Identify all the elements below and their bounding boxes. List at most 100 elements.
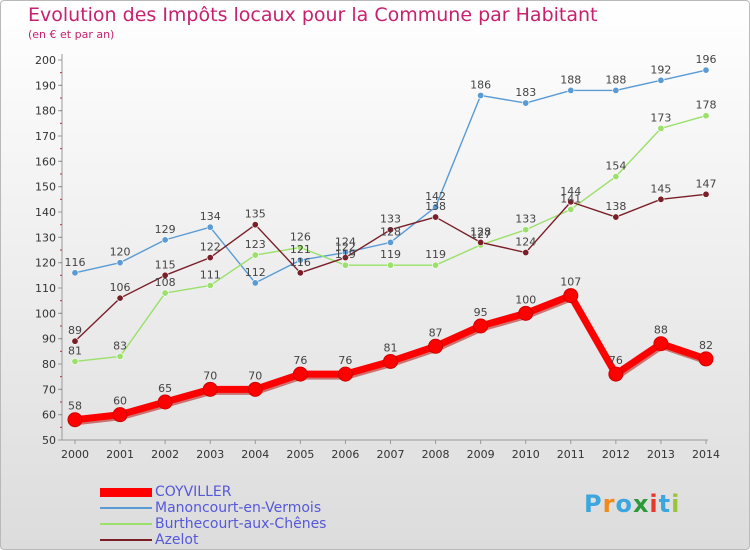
x-tick-label: 2010: [512, 448, 540, 461]
data-label: 124: [335, 236, 356, 249]
series-point: [112, 407, 128, 423]
series-point: [206, 254, 214, 262]
x-tick-label: 2005: [286, 448, 314, 461]
series-point: [608, 366, 624, 382]
data-label: 116: [290, 256, 311, 269]
data-label: 126: [290, 230, 311, 243]
data-label: 123: [245, 238, 266, 251]
x-tick-label: 2014: [692, 448, 720, 461]
logo-letter: t: [658, 490, 672, 518]
series-point: [71, 357, 79, 365]
x-tick-label: 2001: [106, 448, 134, 461]
x-tick-label: 2007: [377, 448, 405, 461]
x-tick-label: 2011: [557, 448, 585, 461]
series-point: [386, 261, 394, 269]
series-point: [296, 243, 304, 251]
data-label: 65: [158, 382, 172, 395]
data-label: 100: [515, 293, 536, 306]
legend-swatch-burthecourt: [100, 523, 152, 525]
y-tick-label: 190: [35, 79, 56, 92]
data-label: 128: [380, 225, 401, 238]
data-label: 115: [155, 258, 176, 271]
y-tick-label: 140: [35, 206, 56, 219]
data-label: 121: [290, 243, 311, 256]
series-point: [477, 238, 485, 246]
y-tick-label: 90: [42, 333, 56, 346]
data-label: 87: [429, 326, 443, 339]
logo-letter: i: [649, 490, 659, 518]
x-tick-label: 2006: [331, 448, 359, 461]
legend-label-burthecourt: Burthecourt-aux-Chênes: [155, 516, 327, 532]
series-point: [206, 281, 214, 289]
data-label: 138: [605, 200, 626, 213]
data-label: 142: [425, 190, 446, 203]
data-label: 76: [338, 354, 352, 367]
data-label: 173: [650, 111, 671, 124]
series-point: [251, 221, 259, 229]
data-label: 188: [605, 73, 626, 86]
chart-subtitle: (en € et par an): [28, 28, 115, 41]
logo-letter: P: [584, 490, 603, 518]
data-label: 141: [560, 192, 581, 205]
data-label: 112: [245, 266, 266, 279]
y-tick-label: 170: [35, 130, 56, 143]
series-point: [563, 288, 579, 304]
data-label: 128: [470, 225, 491, 238]
data-label: 135: [245, 208, 266, 221]
data-label: 81: [384, 341, 398, 354]
x-tick-label: 2008: [422, 448, 450, 461]
y-tick-label: 70: [42, 383, 56, 396]
series-point: [341, 261, 349, 269]
logo-letter: r: [602, 490, 616, 518]
x-tick-label: 2003: [196, 448, 224, 461]
logo-letter: i: [671, 490, 681, 518]
series-point: [71, 337, 79, 345]
data-label: 138: [425, 200, 446, 213]
series-point: [251, 279, 259, 287]
series-point: [698, 351, 714, 367]
data-label: 147: [696, 177, 717, 190]
data-label: 129: [155, 223, 176, 236]
series-point: [522, 99, 530, 107]
data-label: 82: [699, 339, 713, 352]
series-point: [247, 381, 263, 397]
series-point: [473, 318, 489, 334]
data-label: 70: [203, 369, 217, 382]
series-point: [206, 223, 214, 231]
y-tick-label: 60: [42, 409, 56, 422]
series-point: [292, 366, 308, 382]
series-point: [567, 205, 575, 213]
legend-swatch-coyviller: [100, 488, 152, 497]
series-point: [432, 203, 440, 211]
series-point: [522, 249, 530, 257]
data-label: 192: [650, 63, 671, 76]
legend-label-azelot: Azelot: [155, 532, 199, 548]
y-tick-label: 160: [35, 155, 56, 168]
series-point: [657, 124, 665, 132]
series-point: [386, 226, 394, 234]
data-label: 107: [560, 276, 581, 289]
series-point: [116, 294, 124, 302]
series-point: [296, 269, 304, 277]
series-point: [67, 412, 83, 428]
series-point: [653, 336, 669, 352]
series-point: [386, 238, 394, 246]
data-label: 122: [335, 241, 356, 254]
x-tick-label: 2000: [61, 448, 89, 461]
series-point: [518, 305, 534, 321]
data-label: 188: [560, 73, 581, 86]
legend-label-manoncourt: Manoncourt-en-Vermois: [155, 500, 322, 516]
series-point: [161, 289, 169, 297]
data-label: 89: [68, 324, 82, 337]
legend-label-coyviller: COYVILLER: [155, 484, 232, 500]
series-point: [432, 213, 440, 221]
data-label: 196: [696, 53, 717, 66]
y-tick-label: 50: [42, 434, 56, 447]
data-label: 76: [609, 354, 623, 367]
series-point: [567, 86, 575, 94]
series-point: [296, 256, 304, 264]
data-label: 108: [155, 276, 176, 289]
series-point: [116, 352, 124, 360]
series-point: [337, 366, 353, 382]
data-label: 119: [335, 248, 356, 261]
